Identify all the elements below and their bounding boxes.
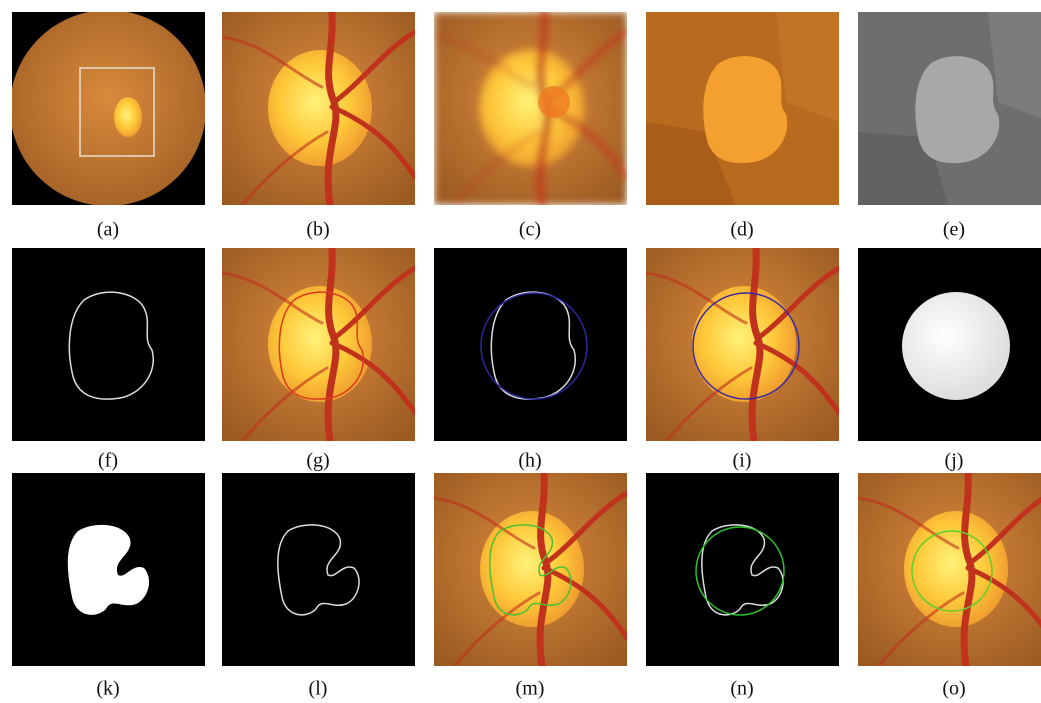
layer (915, 56, 999, 163)
panel-label: (m) (516, 678, 545, 700)
patch (538, 86, 570, 118)
panel-label: (k) (96, 678, 119, 700)
panel-image (858, 473, 1041, 666)
panel-image (646, 248, 839, 441)
fundus (10, 10, 206, 206)
panel-image (434, 248, 627, 441)
layer (434, 473, 627, 666)
panel-label: (i) (733, 450, 752, 472)
background (222, 473, 415, 666)
disc (114, 97, 142, 137)
panel-label: (l) (309, 678, 328, 700)
panel-image (12, 248, 205, 441)
panel-label: (c) (519, 219, 541, 241)
disc-mask (902, 292, 1010, 400)
panel-image (10, 10, 206, 206)
panel-image (222, 12, 415, 205)
layer (434, 12, 627, 205)
panel-label: (f) (98, 450, 118, 472)
background (646, 473, 839, 666)
layer (222, 12, 415, 205)
panel-image (646, 12, 839, 205)
panel-image (434, 473, 627, 666)
panel-image (858, 12, 1041, 205)
panel-image (12, 473, 205, 666)
panel-label: (n) (730, 678, 753, 700)
panel-label: (b) (306, 219, 329, 241)
panel-label: (h) (518, 450, 541, 472)
layer (703, 56, 787, 163)
layer (646, 248, 839, 441)
panel-label: (j) (945, 450, 964, 472)
panel-image (222, 248, 415, 441)
panel-label: (d) (730, 219, 753, 241)
panel-image (646, 473, 839, 666)
panel-image (434, 12, 627, 205)
panel-label: (g) (306, 450, 329, 472)
layer (858, 473, 1041, 666)
background (434, 248, 627, 441)
panel-label: (o) (942, 678, 965, 700)
figure: (a) (b) (c) (d) (e) (f) (g) (h) (i) (j) (k) (l) (m) (… (0, 0, 1041, 703)
background (12, 248, 205, 441)
layer (222, 248, 415, 441)
panel-image (858, 248, 1041, 441)
panel-label: (e) (943, 219, 965, 241)
panel-image (222, 473, 415, 666)
panel-label: (a) (97, 219, 119, 241)
